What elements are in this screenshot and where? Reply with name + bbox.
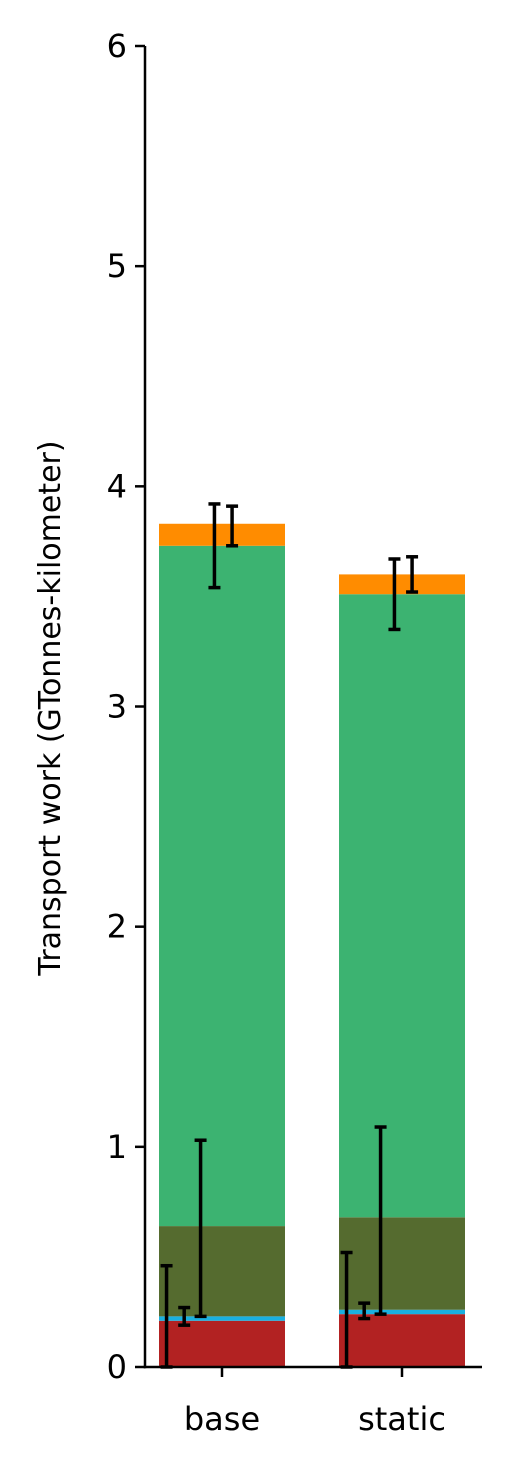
y-axis-label: Transport work (GTonnes-kilometer) xyxy=(33,440,68,976)
error-bar-static-6 xyxy=(358,1301,371,1321)
error-bar-static-8 xyxy=(388,557,401,632)
x-tick-label-static: static xyxy=(358,1400,446,1438)
error-bar-base-4 xyxy=(226,504,239,548)
axes-layer: 0 1 2 3 4 5 6 base static xyxy=(107,27,482,1438)
bar-segment-static-1 xyxy=(339,1309,465,1315)
bar-segment-static-3 xyxy=(339,594,465,1218)
bar-segment-base-0 xyxy=(159,1320,285,1367)
bar-segment-static-2 xyxy=(339,1217,465,1310)
bar-segment-base-4 xyxy=(159,523,285,546)
y-tick-label: 6 xyxy=(107,27,127,65)
error-bar-base-2 xyxy=(194,1138,207,1319)
error-bar-base-3 xyxy=(208,502,221,590)
bar-segment-static-4 xyxy=(339,574,465,595)
error-bar-base-1 xyxy=(178,1305,191,1327)
y-tick-label: 2 xyxy=(107,908,127,946)
y-tick-label: 5 xyxy=(107,247,127,285)
error-bars-layer xyxy=(160,502,419,1369)
bars-layer xyxy=(159,523,465,1367)
bar-segment-static-0 xyxy=(339,1314,465,1367)
bar-segment-base-3 xyxy=(159,545,285,1227)
bar-segment-base-1 xyxy=(159,1316,285,1321)
y-tick-label: 4 xyxy=(107,467,127,505)
error-bar-static-9 xyxy=(406,555,419,594)
y-tick-label: 0 xyxy=(107,1348,127,1386)
error-bar-static-7 xyxy=(374,1125,387,1316)
y-tick-label: 1 xyxy=(107,1128,127,1166)
bar-segment-base-2 xyxy=(159,1226,285,1317)
y-tick-label: 3 xyxy=(107,688,127,726)
x-tick-label-base: base xyxy=(184,1400,260,1438)
